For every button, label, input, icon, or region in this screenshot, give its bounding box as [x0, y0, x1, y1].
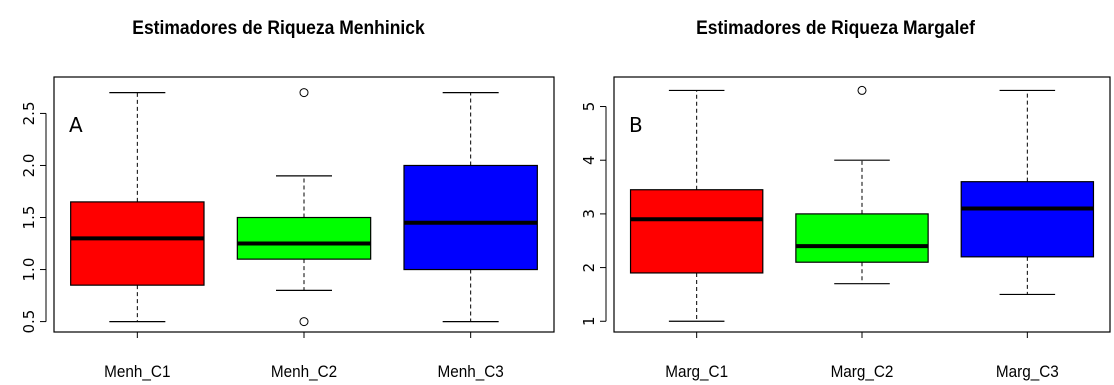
boxplot-margalef: 1 2 3 4 5 B Marg_C1 Marg_C2 Marg_C3 — [580, 76, 1111, 381]
panel-letter: B — [629, 113, 643, 137]
outlier-point — [857, 85, 867, 95]
y-tick-label: 4 — [580, 155, 598, 165]
box-2 — [795, 85, 929, 285]
chart-panel-margalef: Estimadores de Riqueza Margalef 1 2 3 4 5 B Ma… — [557, 0, 1114, 385]
category-label: Marg_C1 — [665, 362, 728, 381]
chart-title: Estimadores de Riqueza Margalef — [696, 18, 975, 39]
iqr-box — [960, 181, 1095, 258]
y-tick-label: 1.5 — [20, 206, 38, 230]
chart-title: Estimadores de Riqueza Menhinick — [132, 18, 425, 39]
outlier-point — [299, 88, 309, 98]
iqr-box — [70, 201, 205, 286]
y-tick-label: 1.0 — [20, 258, 38, 282]
y-tick-label: 3 — [580, 209, 598, 219]
chart-panel-menhinick: Estimadores de Riqueza Menhinick 0.5 1.0 1… — [20, 18, 555, 381]
box-1 — [70, 92, 205, 323]
category-label: Menh_C3 — [438, 362, 504, 381]
y-tick-label: 1 — [580, 316, 598, 326]
y-tick-label: 2.5 — [20, 101, 38, 125]
iqr-box — [236, 216, 372, 260]
category-label: Menh_C2 — [271, 362, 337, 381]
box-3 — [403, 92, 538, 323]
outlier-point — [299, 317, 309, 327]
y-tick-label: 5 — [580, 102, 598, 112]
iqr-box — [403, 164, 538, 271]
box-2 — [236, 88, 372, 327]
panel-letter: A — [69, 113, 83, 137]
iqr-box — [795, 213, 929, 263]
iqr-box — [629, 189, 764, 274]
category-label: Menh_C1 — [104, 362, 170, 381]
box-3 — [960, 89, 1095, 296]
box-1 — [629, 89, 764, 322]
category-label: Marg_C3 — [996, 362, 1059, 381]
category-label: Marg_C2 — [831, 362, 894, 381]
boxplot-menhinick: 0.5 1.0 1.5 2.0 2.5 A Menh_C1 Menh_C2 Menh_C3 — [20, 76, 555, 381]
y-tick-label: 2 — [580, 263, 598, 273]
y-tick-label: 2.0 — [20, 154, 38, 178]
y-tick-label: 0.5 — [20, 310, 38, 334]
